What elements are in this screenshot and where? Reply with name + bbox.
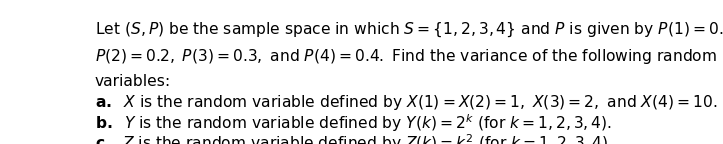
Text: $\mathbf{a.}\;$ $X$ is the random variable defined by $X(1) = X(2) = 1,$ $X(3) =: $\mathbf{a.}\;$ $X$ is the random variab… bbox=[95, 93, 717, 112]
Text: Let $(S, P)$ be the sample space in which $S = \{1, 2, 3, 4\}$ and $P$ is given : Let $(S, P)$ be the sample space in whic… bbox=[95, 21, 723, 39]
Text: variables:: variables: bbox=[95, 74, 171, 89]
Text: $\mathbf{b.}\;$ $Y$ is the random variable defined by $Y(k) = 2^k$ (for $k = 1, : $\mathbf{b.}\;$ $Y$ is the random variab… bbox=[95, 113, 612, 134]
Text: $\mathbf{c.}\;$ $Z$ is the random variable defined by $Z(k) = k^2$ (for $k = 1, : $\mathbf{c.}\;$ $Z$ is the random variab… bbox=[95, 133, 613, 144]
Text: $P(2) = 0.2,$ $P(3) = 0.3,$ and $P(4) = 0.4.$ Find the variance of the following: $P(2) = 0.2,$ $P(3) = 0.3,$ and $P(4) = … bbox=[95, 47, 717, 66]
